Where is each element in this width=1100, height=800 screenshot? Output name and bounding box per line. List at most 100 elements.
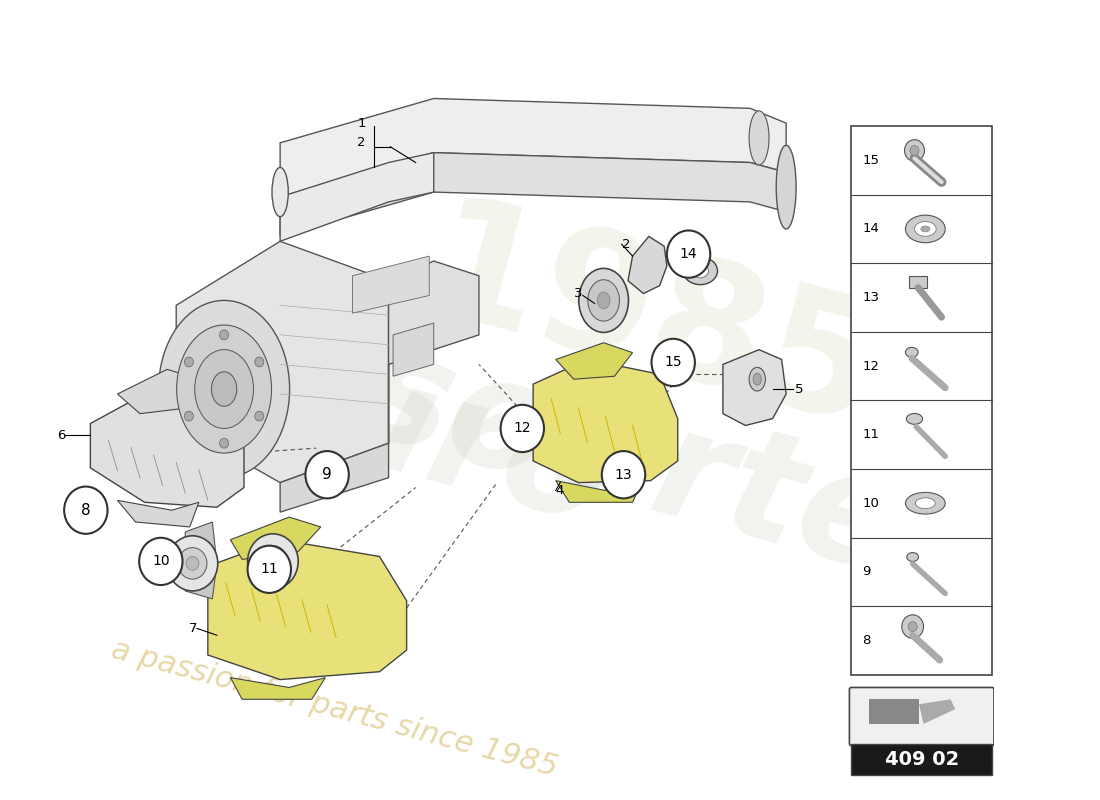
Circle shape	[178, 548, 207, 579]
Text: euro: euro	[208, 310, 626, 556]
Circle shape	[248, 546, 292, 593]
Ellipse shape	[754, 374, 761, 385]
Circle shape	[220, 330, 229, 340]
Text: 15: 15	[862, 154, 879, 167]
Polygon shape	[534, 359, 678, 482]
Polygon shape	[393, 323, 433, 376]
Bar	[869, 699, 918, 724]
Text: 11: 11	[862, 428, 879, 441]
Text: 14: 14	[862, 222, 879, 235]
Circle shape	[255, 357, 264, 367]
Ellipse shape	[905, 347, 918, 358]
Circle shape	[167, 536, 218, 591]
FancyBboxPatch shape	[849, 687, 994, 746]
Ellipse shape	[579, 268, 628, 333]
Text: 13: 13	[615, 468, 632, 482]
Circle shape	[185, 357, 194, 367]
Circle shape	[255, 411, 264, 421]
Bar	[851, 126, 992, 674]
Polygon shape	[723, 350, 786, 426]
Polygon shape	[176, 242, 388, 482]
Circle shape	[266, 554, 279, 568]
Text: 4: 4	[556, 484, 564, 497]
Text: 13: 13	[862, 291, 879, 304]
Text: 2: 2	[358, 136, 366, 150]
Polygon shape	[230, 678, 326, 699]
Circle shape	[500, 405, 544, 452]
Text: 8: 8	[81, 502, 90, 518]
Text: 7: 7	[188, 622, 197, 635]
Text: 3: 3	[574, 287, 583, 300]
Polygon shape	[118, 370, 199, 414]
Ellipse shape	[749, 111, 769, 165]
Circle shape	[667, 230, 711, 278]
Text: 9: 9	[862, 566, 870, 578]
Ellipse shape	[158, 301, 289, 478]
Text: 10: 10	[152, 554, 169, 569]
Circle shape	[186, 557, 199, 570]
Ellipse shape	[587, 280, 619, 321]
Text: 1985: 1985	[406, 186, 895, 464]
Text: 15: 15	[664, 355, 682, 370]
Text: 5: 5	[795, 382, 804, 395]
Circle shape	[910, 146, 918, 155]
Circle shape	[258, 546, 287, 577]
Circle shape	[651, 339, 695, 386]
Ellipse shape	[906, 553, 918, 562]
Text: 2: 2	[621, 238, 630, 250]
Polygon shape	[909, 276, 927, 288]
Polygon shape	[918, 699, 955, 724]
Polygon shape	[185, 522, 217, 599]
Circle shape	[220, 438, 229, 448]
Text: 1: 1	[358, 117, 366, 130]
Ellipse shape	[914, 222, 936, 236]
Ellipse shape	[272, 167, 288, 217]
Polygon shape	[556, 342, 632, 379]
Circle shape	[602, 451, 646, 498]
Polygon shape	[280, 443, 388, 512]
Ellipse shape	[906, 414, 923, 424]
Ellipse shape	[692, 264, 708, 278]
Bar	[851, 744, 992, 775]
Text: a passion for parts since 1985: a passion for parts since 1985	[109, 635, 561, 783]
Ellipse shape	[905, 215, 945, 242]
Polygon shape	[90, 394, 244, 507]
Text: 12: 12	[514, 422, 531, 435]
Ellipse shape	[749, 367, 766, 391]
Circle shape	[909, 622, 917, 631]
Ellipse shape	[915, 498, 935, 509]
Circle shape	[64, 486, 108, 534]
Circle shape	[248, 534, 298, 589]
Circle shape	[904, 140, 924, 162]
Text: sourtes: sourtes	[343, 317, 1008, 629]
Ellipse shape	[177, 325, 272, 453]
Polygon shape	[628, 236, 667, 294]
Ellipse shape	[195, 350, 253, 429]
Circle shape	[902, 614, 924, 638]
Text: 6: 6	[57, 429, 65, 442]
Polygon shape	[556, 481, 641, 502]
Text: 9: 9	[322, 467, 332, 482]
Ellipse shape	[597, 292, 611, 309]
Polygon shape	[280, 153, 786, 236]
Polygon shape	[352, 256, 429, 314]
Polygon shape	[280, 153, 433, 242]
Ellipse shape	[211, 372, 236, 406]
Text: 8: 8	[862, 634, 870, 647]
Ellipse shape	[905, 492, 945, 514]
Ellipse shape	[777, 146, 796, 229]
Polygon shape	[230, 517, 321, 559]
Text: 11: 11	[261, 562, 278, 576]
Circle shape	[140, 538, 183, 585]
Polygon shape	[280, 98, 786, 197]
Ellipse shape	[921, 226, 929, 232]
Text: 409 02: 409 02	[884, 750, 959, 769]
Polygon shape	[118, 500, 199, 527]
Ellipse shape	[683, 257, 717, 285]
Polygon shape	[208, 540, 407, 679]
Text: 14: 14	[680, 247, 697, 261]
Polygon shape	[388, 261, 478, 443]
Circle shape	[306, 451, 349, 498]
Circle shape	[185, 411, 194, 421]
Text: 10: 10	[862, 497, 879, 510]
